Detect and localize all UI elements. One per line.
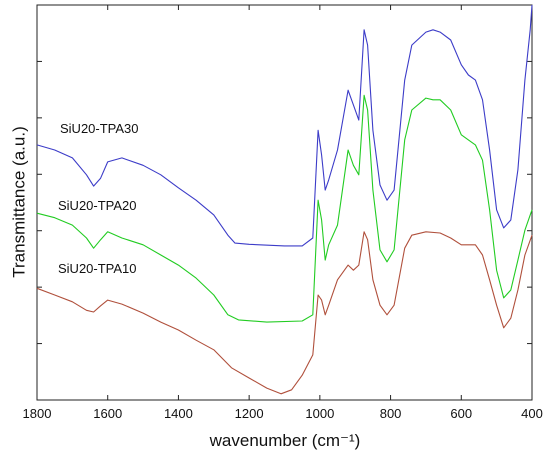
x-tick-label: 600 [450,406,472,421]
series-label: SiU20-TPA20 [58,198,137,213]
series-label: SiU20-TPA10 [58,261,137,276]
y-axis-label: Transmittance (a.u.) [9,126,28,277]
series-label: SiU20-TPA30 [60,121,139,136]
x-tick-label: 400 [521,406,543,421]
spectrum-line [36,4,533,247]
x-tick-label: 800 [380,406,402,421]
plot-frame [36,4,533,401]
spectrum-line [36,231,533,395]
x-axis-label: wavenumber (cm⁻¹) [209,431,361,450]
x-tick-label: 1400 [164,406,193,421]
x-tick-label: 1800 [23,406,52,421]
spectrum-line [36,94,533,323]
x-tick-label: 1600 [93,406,122,421]
x-tick-label: 1200 [235,406,264,421]
x-tick-label: 1000 [305,406,334,421]
